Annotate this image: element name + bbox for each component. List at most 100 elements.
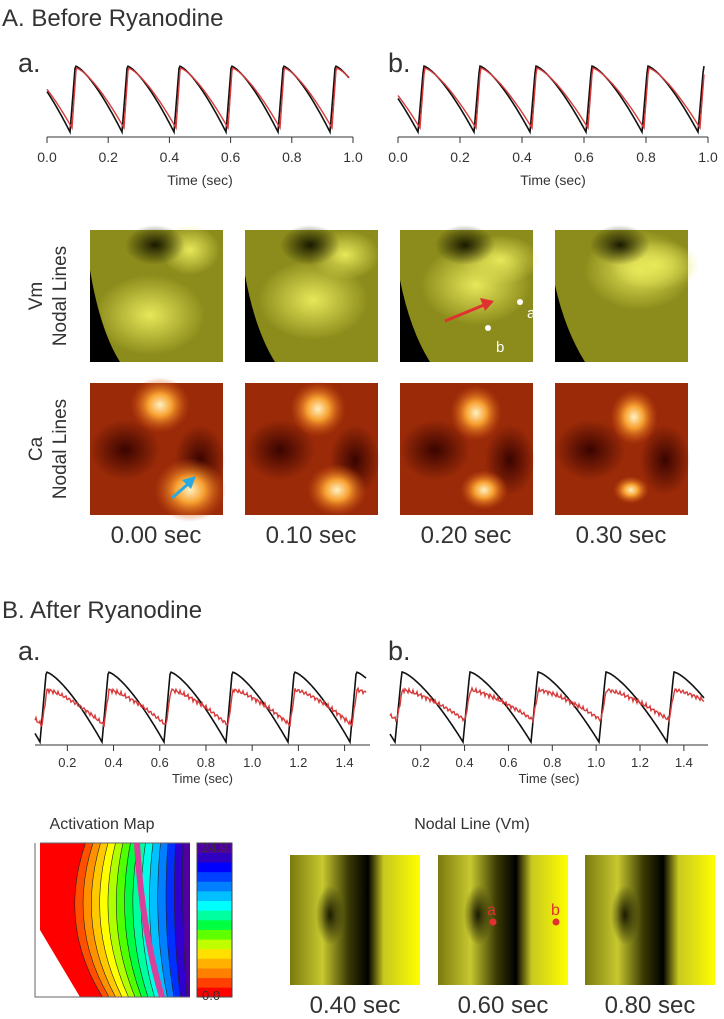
vm-dark bbox=[590, 225, 650, 265]
section-title: B. After Ryanodine bbox=[2, 597, 202, 624]
annotation: a b bbox=[171, 298, 536, 500]
panel-label: b. bbox=[388, 48, 411, 78]
x-tick-label: 0.6 bbox=[151, 755, 169, 770]
point bbox=[489, 918, 497, 926]
x-tick-label: 0.0 bbox=[388, 149, 408, 165]
colorbar-cell bbox=[197, 871, 232, 882]
panel-label: b. bbox=[388, 636, 411, 666]
ca-blob bbox=[130, 377, 190, 433]
colorbar bbox=[196, 842, 233, 998]
x-tick-label: 1.0 bbox=[587, 755, 605, 770]
trace bbox=[46, 67, 350, 131]
nodal-image bbox=[585, 855, 715, 985]
ca-blob bbox=[460, 470, 508, 510]
colorbar-cell bbox=[197, 862, 232, 873]
arrow bbox=[171, 482, 189, 500]
x-tick-label: 0.8 bbox=[543, 755, 561, 770]
x-tick-label: 0.2 bbox=[58, 755, 76, 770]
trace bbox=[46, 65, 350, 135]
ca-dark bbox=[245, 420, 315, 480]
trace bbox=[34, 686, 367, 728]
vm-mask bbox=[555, 285, 585, 362]
frame-label: 0.00 sec bbox=[111, 522, 202, 549]
x-tick-label: 0.2 bbox=[98, 149, 118, 165]
colorbar-cell bbox=[197, 987, 232, 998]
ca-dark bbox=[555, 420, 625, 480]
colorbar-cell bbox=[197, 900, 232, 911]
vm-dark bbox=[125, 225, 185, 265]
map-title: Activation Map bbox=[50, 816, 155, 833]
section-title: A. Before Ryanodine bbox=[2, 5, 223, 32]
annotation: a b bbox=[487, 902, 560, 926]
frame-label: 0.20 sec bbox=[421, 522, 512, 549]
nodal-image bbox=[290, 855, 420, 985]
arrow-head bbox=[182, 476, 196, 489]
frame-label: 0.30 sec bbox=[576, 522, 667, 549]
x-axis-label: Time (sec) bbox=[519, 771, 580, 786]
point-label: b bbox=[551, 902, 560, 919]
colorbar-cell bbox=[197, 852, 232, 863]
x-tick-label: 1.0 bbox=[343, 149, 363, 165]
row-label-text: Vm bbox=[26, 282, 47, 311]
activation-map bbox=[40, 843, 190, 997]
x-tick-label: 0.6 bbox=[499, 755, 517, 770]
ca-blob bbox=[613, 476, 649, 504]
map-band bbox=[182, 843, 190, 997]
colorbar-cell bbox=[197, 843, 232, 853]
point-label: b bbox=[496, 339, 504, 356]
arrow-head bbox=[480, 298, 494, 311]
vm-mask bbox=[400, 280, 430, 362]
colorbar-cell bbox=[197, 881, 232, 892]
ca-blob bbox=[450, 385, 502, 441]
x-axis-label: Time (sec) bbox=[520, 172, 586, 188]
nodal-title: Nodal Line (Vm) bbox=[414, 816, 530, 833]
point bbox=[485, 325, 491, 331]
nodal-dark bbox=[611, 885, 639, 945]
row-label: Vm Nodal Lines Ca Nodal Lines bbox=[26, 246, 71, 499]
x-tick-label: 1.4 bbox=[675, 755, 693, 770]
vm-dark bbox=[435, 225, 495, 265]
nodal-dark bbox=[316, 885, 344, 945]
colorbar-label: 24.0 bbox=[202, 840, 227, 855]
x-tick-label: 0.2 bbox=[412, 755, 430, 770]
x-tick-label: 0.2 bbox=[450, 149, 470, 165]
colorbar-cell bbox=[197, 939, 232, 950]
trace bbox=[389, 670, 705, 745]
map-frame bbox=[34, 842, 190, 998]
colorbar-cell bbox=[197, 958, 232, 969]
colorbar-cell bbox=[197, 977, 232, 988]
trace bbox=[389, 685, 705, 724]
vm-blob bbox=[258, 260, 368, 340]
trace bbox=[34, 671, 367, 745]
colorbar-cell bbox=[197, 891, 232, 902]
x-tick-label: 0.8 bbox=[282, 149, 302, 165]
point bbox=[517, 299, 523, 305]
colorbar-cell bbox=[197, 948, 232, 959]
x-tick-label: 1.2 bbox=[289, 755, 307, 770]
x-tick-label: 0.6 bbox=[221, 149, 241, 165]
x-tick-label: 0.8 bbox=[636, 149, 656, 165]
vm-dark bbox=[280, 225, 340, 265]
trace bbox=[397, 65, 705, 135]
frame-label: 0.60 sec bbox=[458, 992, 549, 1019]
point-label: a bbox=[487, 902, 496, 919]
x-tick-label: 1.4 bbox=[336, 755, 354, 770]
ca-blob bbox=[610, 389, 658, 445]
colorbar-label: 0.0 bbox=[202, 988, 220, 1003]
panel-label: a. bbox=[18, 636, 41, 666]
row-label-text: Nodal Lines bbox=[50, 246, 71, 346]
vm-mask bbox=[245, 275, 275, 362]
image-grid: 0.00 sec 0.10 sec 0.20 sec 0.30 sec bbox=[90, 225, 700, 549]
x-tick-label: 1.0 bbox=[698, 149, 718, 165]
nodal-dark bbox=[464, 885, 492, 945]
ca-blob bbox=[154, 458, 226, 522]
arrow bbox=[444, 303, 485, 323]
row-label-text: Ca bbox=[26, 436, 47, 461]
point bbox=[552, 918, 560, 926]
frame-label: 0.10 sec bbox=[266, 522, 357, 549]
ca-dark bbox=[640, 425, 690, 495]
x-tick-label: 0.6 bbox=[574, 149, 594, 165]
panel-label: a. bbox=[18, 48, 41, 78]
x-tick-label: 0.0 bbox=[37, 149, 57, 165]
